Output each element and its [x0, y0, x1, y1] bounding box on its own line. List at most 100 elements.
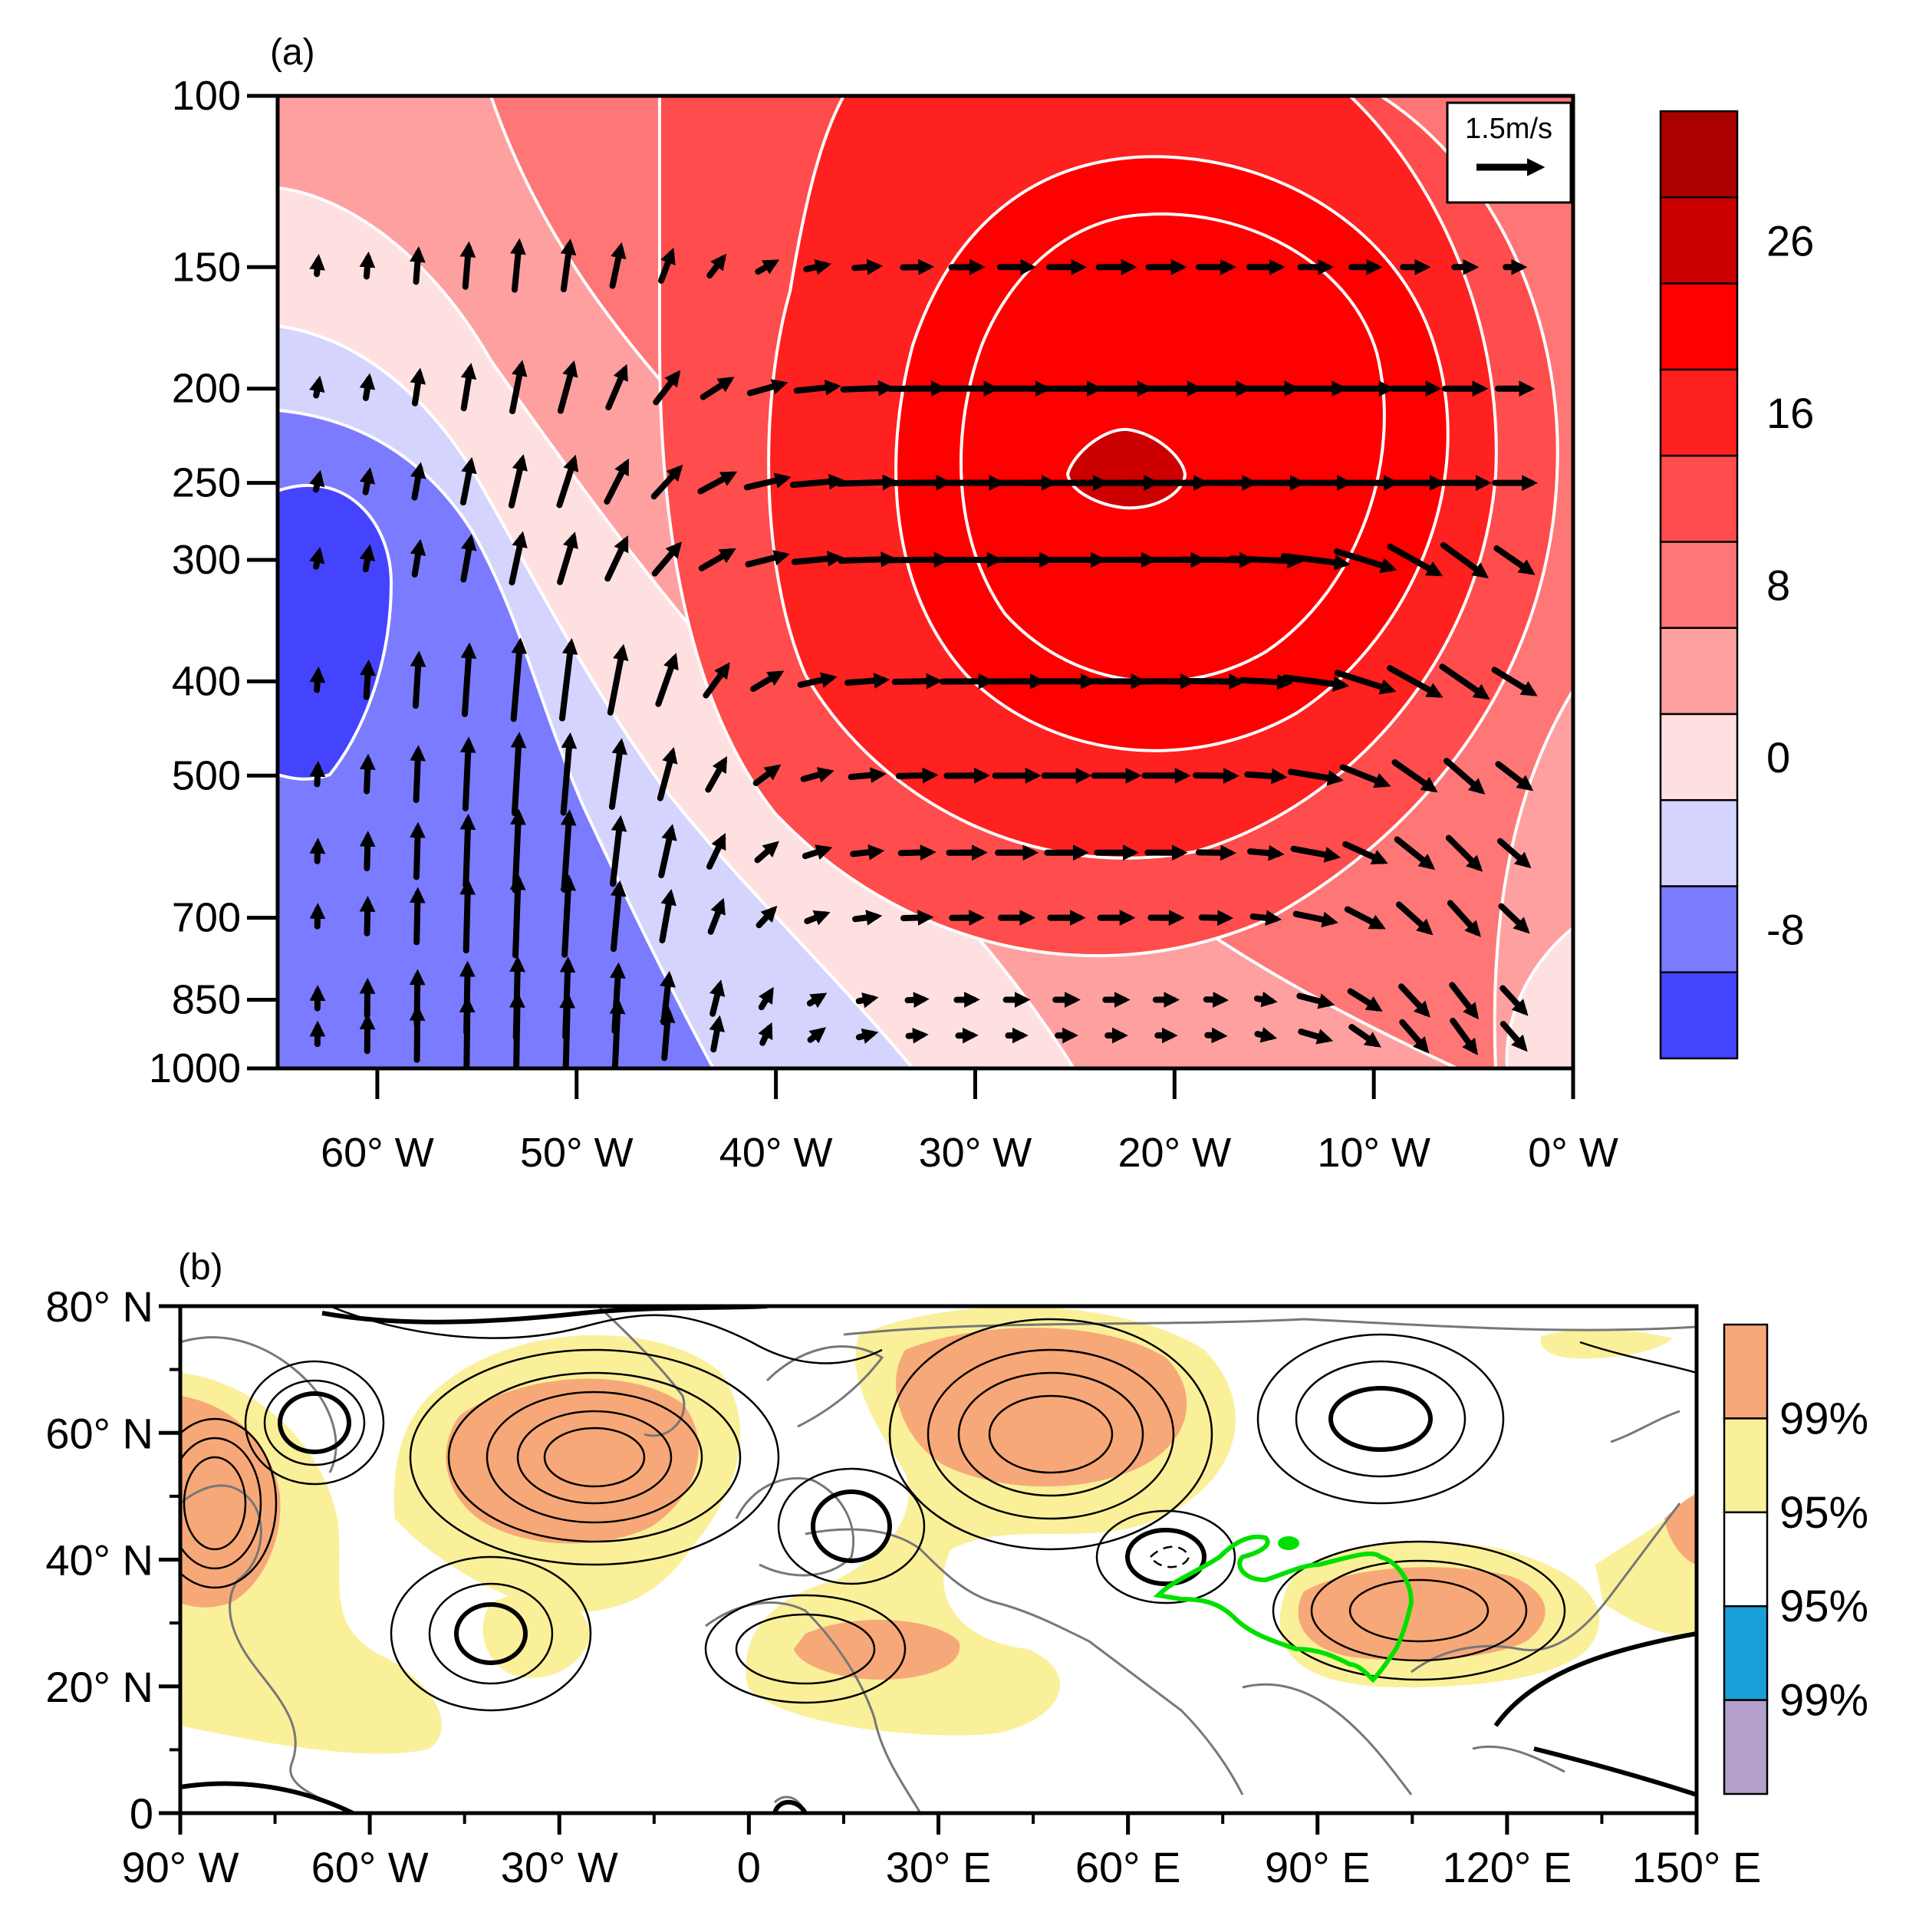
wind-vector	[903, 267, 928, 268]
colorbar-a-swatch	[1661, 886, 1737, 972]
wind-vector	[466, 885, 468, 950]
y-tick-label: 300	[172, 537, 241, 583]
wind-vector	[908, 999, 923, 1000]
colorbar-a-swatch	[1661, 628, 1737, 714]
colorbar-a-swatch	[1661, 714, 1737, 800]
wind-vector	[566, 999, 568, 1072]
x-tick-label: 0	[737, 1843, 761, 1891]
wind-vector	[466, 743, 469, 808]
y-tick-label: 100	[172, 73, 241, 119]
y-tick-label: 400	[172, 658, 241, 704]
y-tick-label: 20° N	[45, 1663, 153, 1711]
colorbar-a-swatch	[1661, 456, 1737, 541]
y-tick-label: 1000	[149, 1045, 241, 1091]
panel-a: (a) 1.5m/s 100 150 200 250	[149, 32, 1814, 1176]
y-tick-label: 60° N	[45, 1409, 153, 1457]
wind-vector	[853, 851, 878, 854]
wind-vector	[1190, 681, 1239, 682]
colorbar-b-label: 99%	[1779, 1676, 1868, 1726]
x-tick-label: 30° W	[501, 1843, 618, 1891]
wind-vector	[466, 1003, 467, 1068]
wind-vector	[366, 473, 370, 492]
colorbar-b-swatch	[1724, 1325, 1767, 1418]
x-tick-label: 90° E	[1265, 1843, 1371, 1891]
x-tick-label: 10° W	[1317, 1130, 1430, 1176]
wind-vector	[316, 476, 319, 490]
x-tick-label: 30° W	[919, 1130, 1032, 1176]
wind-vector	[1202, 917, 1227, 918]
wind-vector	[367, 666, 369, 697]
panel-b-label: (b)	[178, 1247, 223, 1288]
x-tick-label: 20° W	[1118, 1130, 1231, 1176]
wind-vector	[466, 820, 468, 885]
wind-vector	[859, 1034, 872, 1038]
panel-b-y-axis: 020° N40° N60° N80° N	[45, 1282, 180, 1838]
wind-vector	[1207, 1035, 1221, 1036]
wind-vector	[1206, 999, 1223, 1000]
wind-vector	[416, 752, 419, 800]
wind-vector	[1253, 917, 1276, 919]
reference-vector-label: 1.5m/s	[1465, 113, 1552, 145]
wind-vector	[664, 1013, 668, 1058]
wind-vector	[1199, 852, 1230, 853]
wind-vector	[901, 852, 930, 853]
colorbar-a-label: -8	[1766, 906, 1805, 954]
wind-vector	[416, 657, 419, 706]
colorbar-a-swatch	[1661, 370, 1737, 456]
wind-vector	[317, 673, 318, 690]
x-tick-label: 50° W	[520, 1130, 634, 1176]
wind-vector	[890, 388, 941, 389]
panel-a-contour-field	[278, 96, 1573, 1073]
x-tick-label: 30° E	[886, 1843, 992, 1891]
y-tick-label: 850	[172, 977, 241, 1023]
x-tick-label: 60° W	[321, 1130, 434, 1176]
panel-a-x-axis: 60° W 50° W 40° W 30° W 20° W 10° W 0° W	[321, 1068, 1618, 1176]
wind-vector	[466, 248, 469, 287]
colorbar-a-label: 0	[1766, 733, 1790, 782]
panel-a-label: (a)	[270, 32, 315, 73]
wind-vector	[793, 481, 838, 485]
wind-vector	[854, 266, 877, 268]
wind-vector	[904, 917, 927, 918]
wind-vector	[366, 380, 369, 398]
x-tick-label: 90° W	[121, 1843, 239, 1891]
wind-vector	[1242, 680, 1287, 683]
wind-vector	[515, 880, 518, 956]
y-tick-label: 250	[172, 460, 241, 506]
y-tick-label: 150	[172, 244, 241, 290]
wind-vector	[795, 558, 838, 561]
wind-vector	[851, 775, 881, 777]
y-tick-label: 500	[172, 752, 241, 798]
wind-vector	[366, 551, 369, 569]
wind-vector	[855, 917, 876, 919]
colorbar-b-swatch	[1724, 1418, 1767, 1512]
wind-vector	[317, 767, 318, 784]
colorbar-a-swatch	[1661, 111, 1737, 197]
colorbar-b-label: 99%	[1779, 1394, 1868, 1443]
green-outline-dot	[1278, 1536, 1299, 1550]
colorbar-b-swatch	[1724, 1606, 1767, 1700]
wind-vector	[1247, 775, 1281, 777]
colorbar-a-label: 8	[1766, 561, 1790, 610]
x-tick-label: 0° W	[1528, 1130, 1618, 1176]
wind-vector	[316, 553, 319, 567]
colorbar-a-swatch	[1661, 284, 1737, 370]
wind-vector	[417, 1011, 418, 1059]
wind-vector	[895, 681, 937, 682]
wind-vector	[844, 388, 888, 390]
colorbar-a-swatch	[1661, 197, 1737, 283]
wind-vector	[1250, 851, 1278, 854]
wind-vector	[1196, 775, 1233, 776]
y-tick-label: 80° N	[45, 1282, 153, 1331]
wind-vector	[317, 260, 318, 274]
colorbar-b-label: 95%	[1779, 1488, 1868, 1538]
wind-vector	[841, 559, 890, 561]
y-tick-label: 200	[172, 366, 241, 412]
wind-vector	[806, 265, 825, 269]
wind-vector	[416, 828, 418, 877]
wind-vector	[515, 245, 519, 290]
x-tick-label: 40° W	[719, 1130, 833, 1176]
